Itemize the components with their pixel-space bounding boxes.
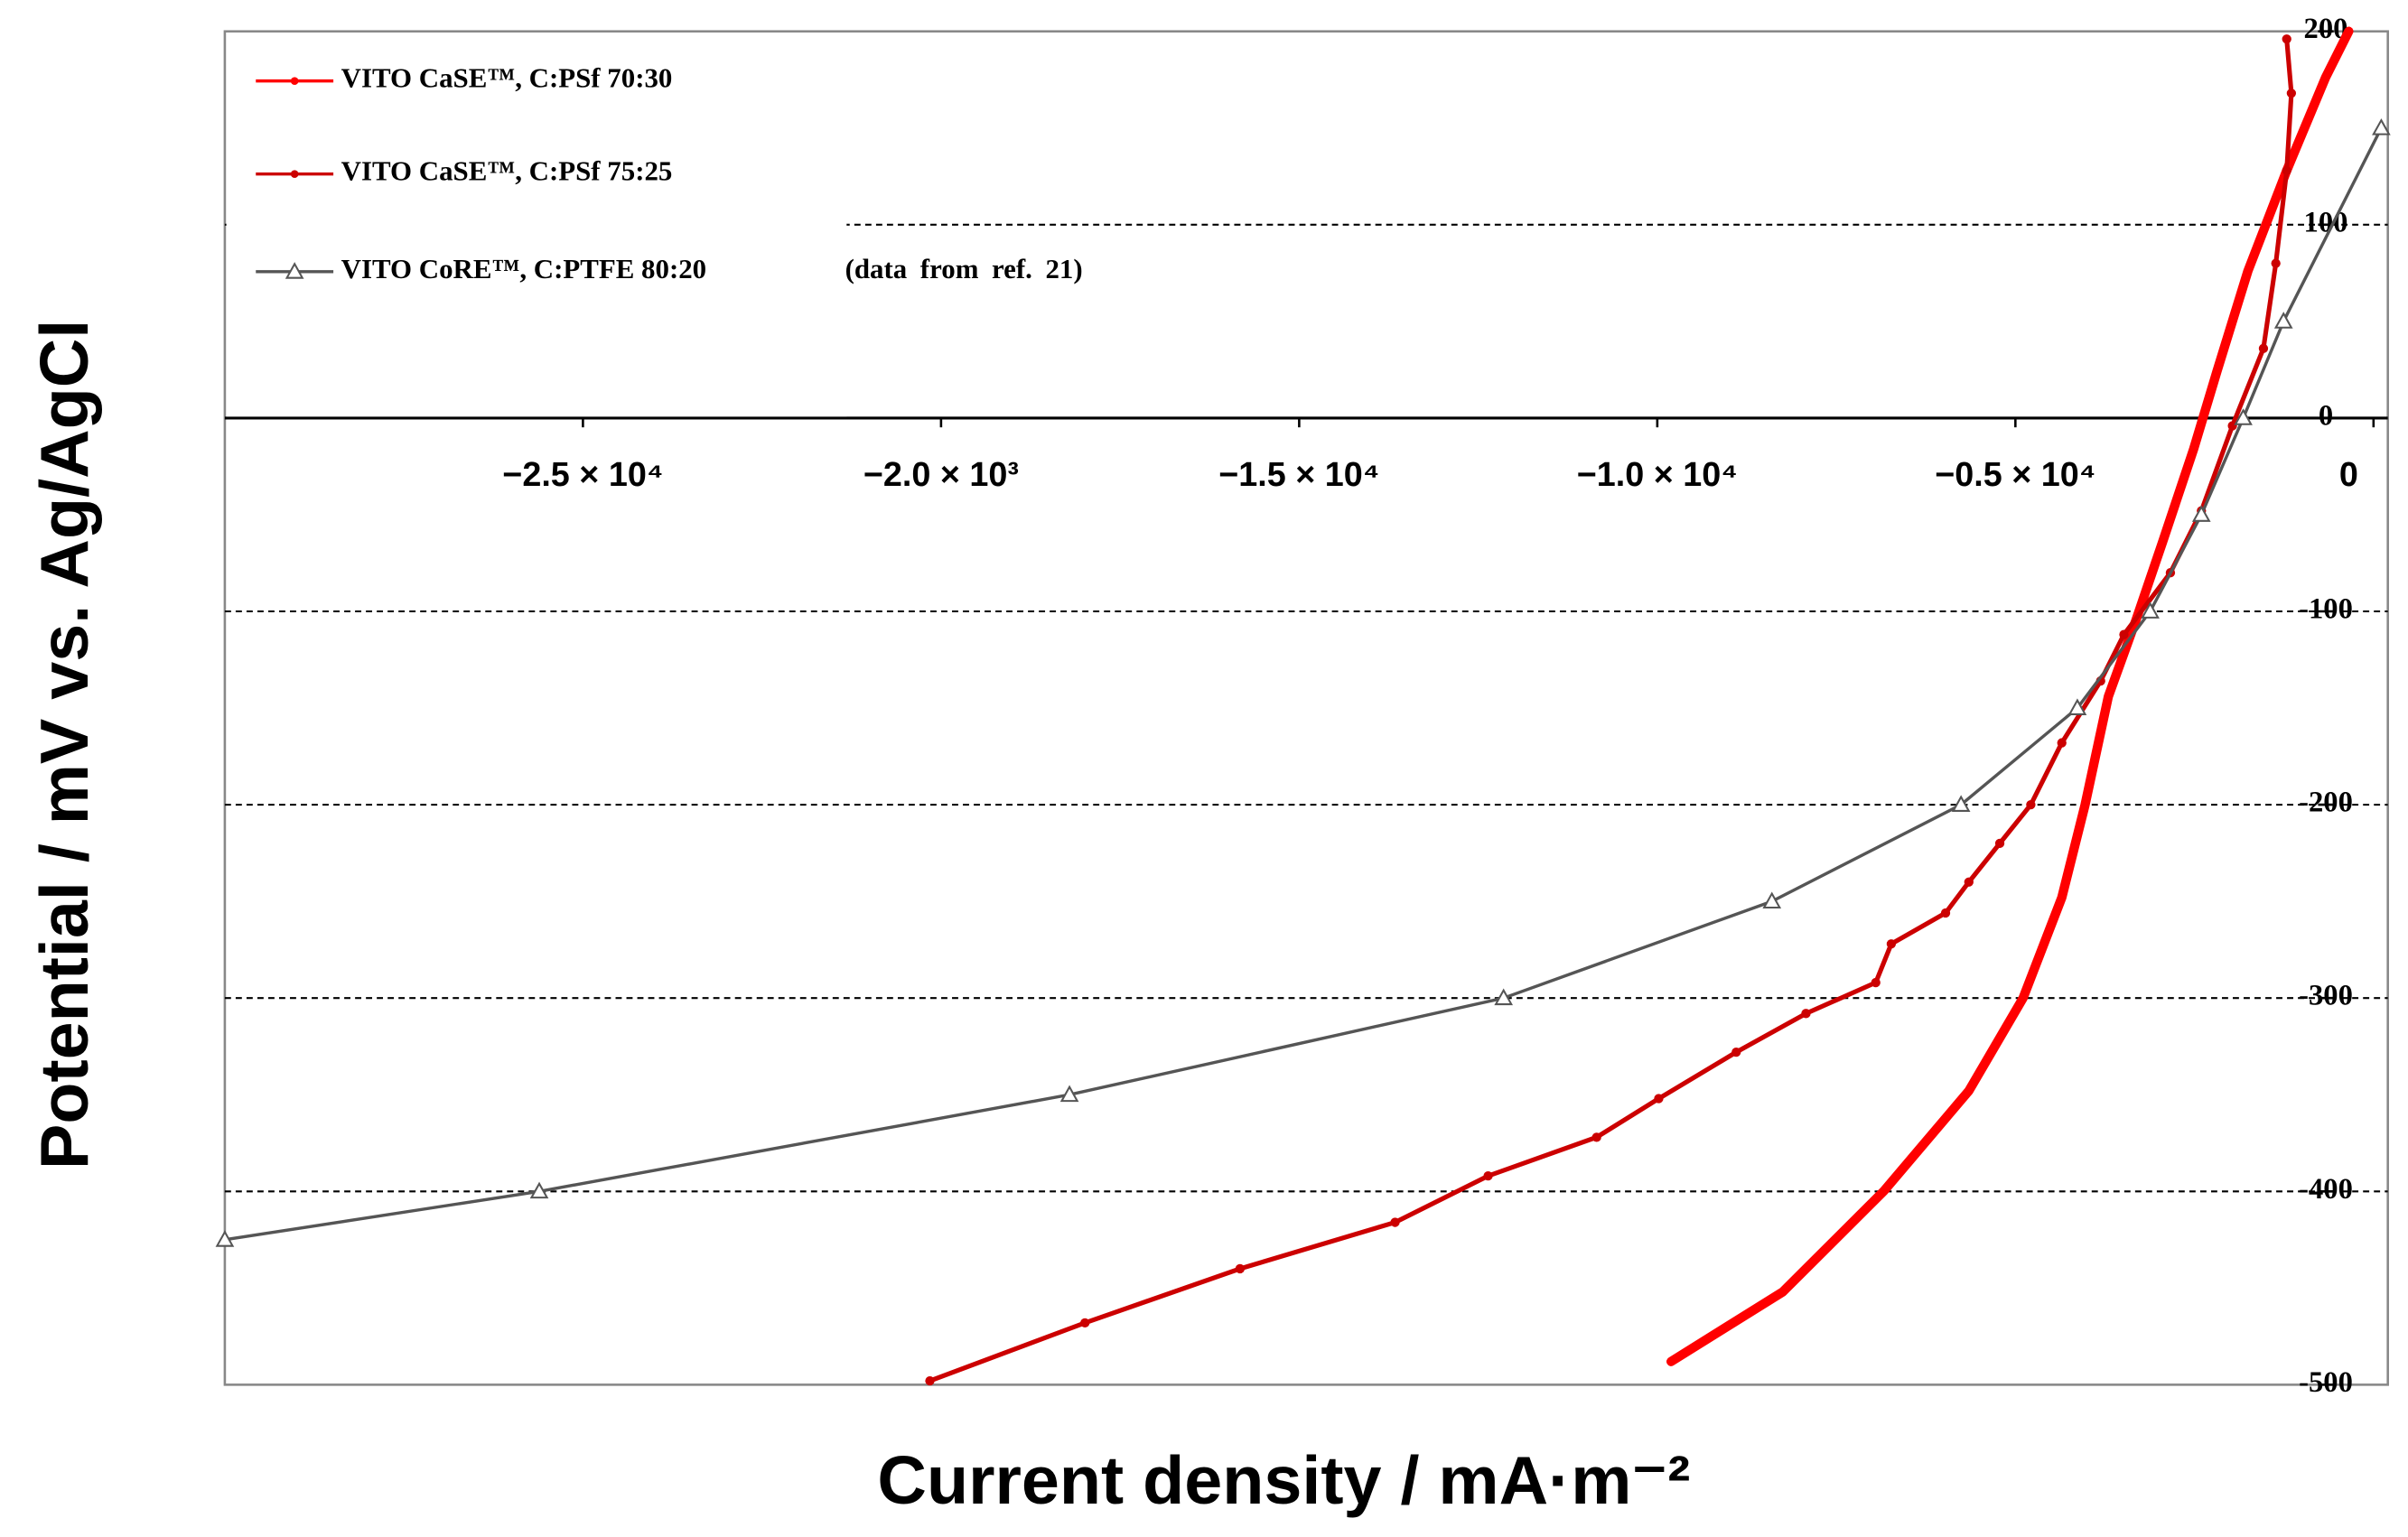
y-tick-label: -100 — [2299, 592, 2353, 625]
data-point — [2282, 34, 2291, 44]
legend-label: VITO CoRE™, C:PTFE 80:20 — [341, 253, 706, 284]
data-point — [1390, 1217, 1400, 1227]
data-point — [1080, 1318, 1090, 1328]
x-tick-label: 0 — [2339, 456, 2358, 494]
data-point — [925, 1375, 935, 1386]
data-point — [2282, 165, 2291, 176]
data-point — [215, 1230, 235, 1247]
data-point — [1801, 1009, 1811, 1019]
data-point — [2234, 408, 2253, 425]
data-point — [1994, 838, 2005, 849]
annotation: (data from ref. 21) — [845, 253, 1083, 284]
data-point — [529, 1181, 549, 1199]
y-tick-label: 0 — [2319, 399, 2333, 432]
data-point — [1654, 1094, 1664, 1104]
data-point — [2227, 421, 2237, 431]
x-tick-label: −1.5 × 10⁴ — [1218, 456, 1379, 494]
data-point — [1940, 908, 1951, 918]
x-tick-label: −2.0 × 10³ — [863, 456, 1019, 494]
data-point — [2286, 88, 2297, 98]
data-point — [1731, 1047, 1741, 1057]
series-line — [1666, 26, 2354, 1366]
data-point — [1886, 939, 1897, 949]
legend-marker — [290, 170, 299, 178]
x-tick-label: −2.5 × 10⁴ — [502, 456, 663, 494]
data-point — [1494, 988, 1514, 1006]
data-point — [1059, 1085, 1079, 1103]
y-tick-label: -200 — [2299, 787, 2353, 819]
data-point — [1762, 891, 1782, 909]
data-point — [2271, 258, 2281, 268]
data-point — [2119, 629, 2129, 639]
data-point — [1951, 795, 1971, 812]
data-point — [2273, 312, 2293, 329]
series-line — [927, 36, 2294, 1383]
data-point — [1871, 977, 1881, 988]
data-point — [1964, 877, 1974, 887]
data-point — [2258, 343, 2269, 353]
plot-frame — [223, 30, 2389, 1386]
data-point — [1483, 1171, 1493, 1181]
data-point — [2026, 799, 2036, 810]
data-point — [2141, 601, 2160, 619]
legend-label: VITO CaSE™, C:PSf 70:30 — [341, 62, 673, 94]
legend-label: VITO CaSE™, C:PSf 75:25 — [341, 155, 673, 187]
data-point — [2057, 738, 2067, 748]
data-point — [2191, 505, 2211, 522]
x-axis-label: Current density / mA·m⁻² — [877, 1443, 1690, 1519]
data-point — [2372, 118, 2391, 135]
y-axis-label: Potential / mV vs. Ag/AgCl — [27, 320, 103, 1169]
data-point — [1591, 1132, 1601, 1142]
legend-box — [226, 33, 847, 417]
x-tick-label: −0.5 × 10⁴ — [1935, 456, 2095, 494]
y-tick-label: -300 — [2299, 980, 2353, 1012]
legend-marker — [285, 262, 304, 279]
legend-marker — [290, 77, 299, 85]
y-tick-label: -500 — [2299, 1366, 2353, 1399]
y-tick-label: -400 — [2299, 1173, 2353, 1206]
y-tick-label: 100 — [2304, 206, 2348, 238]
data-point — [1235, 1263, 1246, 1274]
series-line — [223, 126, 2384, 1242]
x-tick-label: −1.0 × 10⁴ — [1577, 456, 1738, 494]
data-point — [2067, 698, 2087, 715]
